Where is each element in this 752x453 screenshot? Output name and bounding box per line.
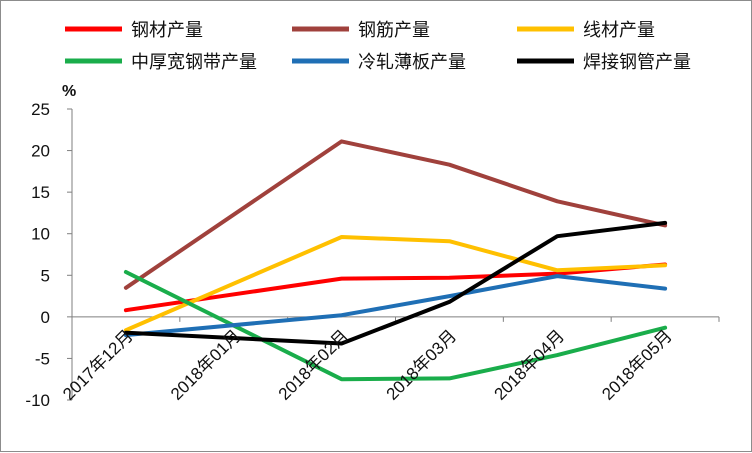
x-tick-label: 2017年12月 <box>59 326 137 404</box>
series-line <box>123 220 668 346</box>
series-line <box>123 270 668 382</box>
y-tick-label: -10 <box>25 391 50 410</box>
legend-label: 钢材产量 <box>131 20 203 41</box>
series-lines <box>123 139 668 382</box>
x-tick-label: 2018年03月 <box>383 326 461 404</box>
y-axis-unit-label: % <box>62 83 76 100</box>
y-tick-label: 0 <box>41 308 50 327</box>
legend-label: 线材产量 <box>583 20 655 41</box>
x-tick-label: 2018年05月 <box>598 326 676 404</box>
y-tick-label: 20 <box>31 142 50 161</box>
series-line <box>123 262 668 313</box>
series-line <box>123 274 668 338</box>
legend-label: 中厚宽钢带产量 <box>131 52 257 73</box>
y-tick-label: 5 <box>41 266 50 285</box>
legend-label: 钢筋产量 <box>358 20 430 41</box>
x-tick-label: 2018年02月 <box>275 326 353 404</box>
legend-label: 焊接钢管产量 <box>583 52 691 73</box>
axes <box>67 108 720 401</box>
y-tick-label: 25 <box>31 100 50 119</box>
y-tick-label: 15 <box>31 183 50 202</box>
series-line <box>123 235 668 333</box>
y-tick-label: -5 <box>35 349 50 368</box>
series-line <box>123 139 668 290</box>
y-tick-label: 10 <box>31 225 50 244</box>
legend-label: 冷轧薄板产量 <box>358 52 466 73</box>
